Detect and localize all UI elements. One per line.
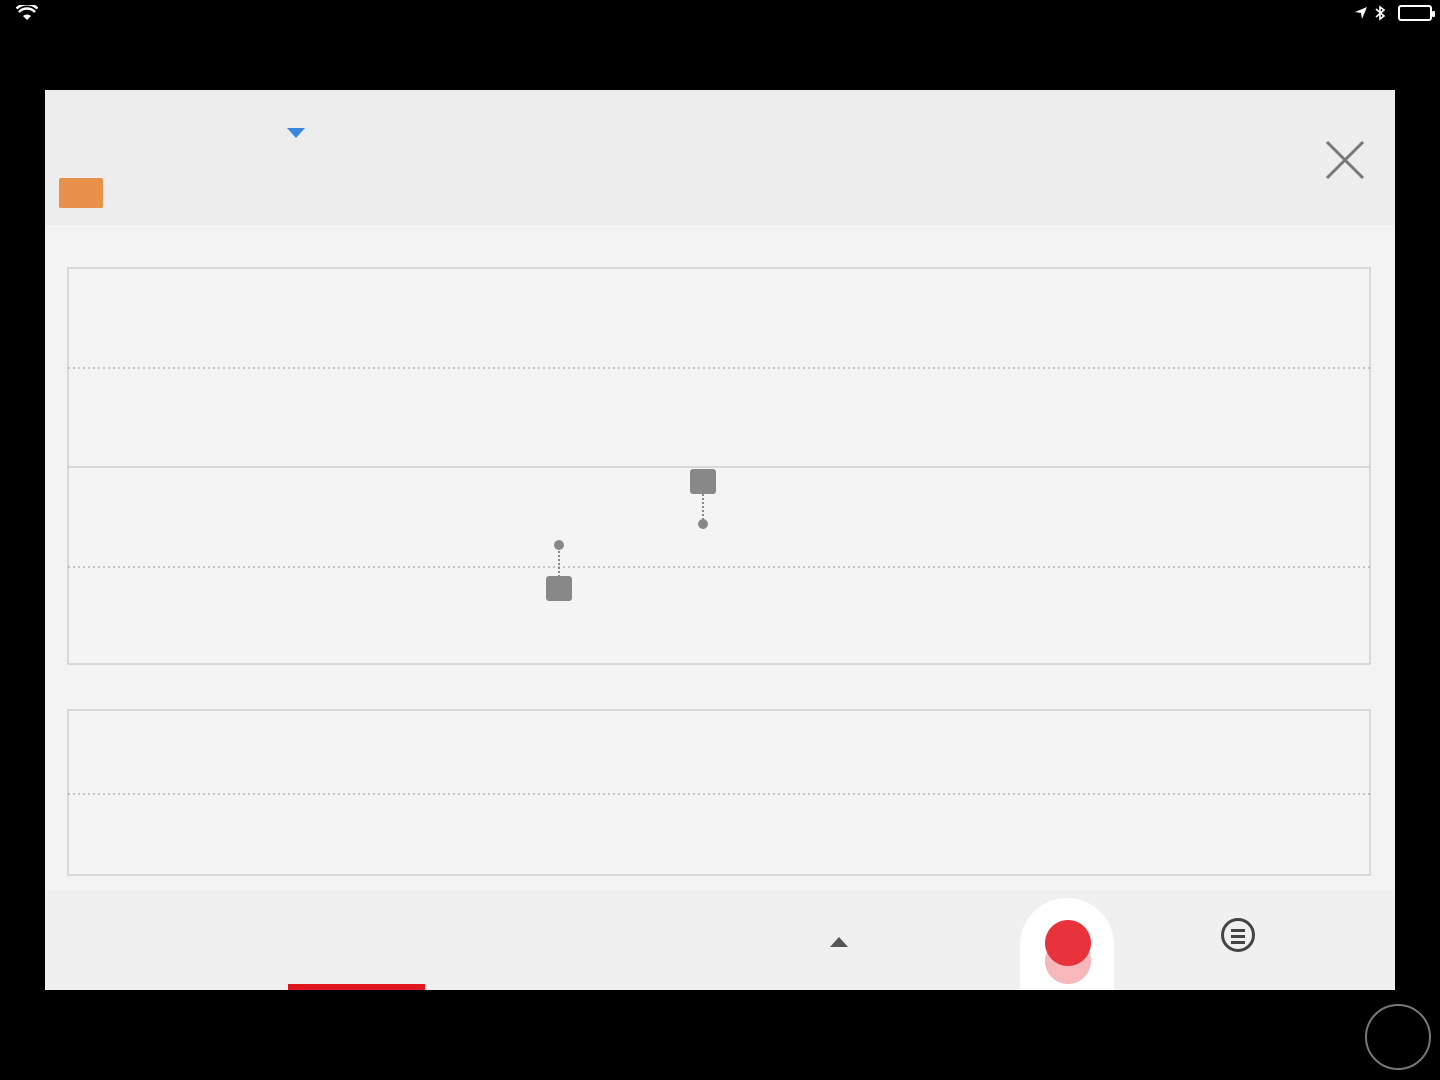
indicator-icon bbox=[1221, 918, 1255, 952]
buy-signal bbox=[546, 540, 572, 601]
bluetooth-icon bbox=[1375, 5, 1386, 21]
chart-area[interactable] bbox=[45, 90, 1395, 890]
caret-up-icon bbox=[830, 937, 848, 947]
period-tab-bar bbox=[45, 890, 1395, 990]
sell-signal bbox=[690, 469, 716, 529]
kline-frame bbox=[67, 267, 1371, 665]
status-bar bbox=[0, 0, 1440, 30]
close-icon[interactable] bbox=[1323, 138, 1367, 182]
tab-more[interactable] bbox=[826, 920, 848, 961]
location-icon bbox=[1355, 7, 1367, 19]
wifi-icon bbox=[16, 5, 38, 20]
record-button[interactable] bbox=[1020, 898, 1114, 990]
record-dot-icon bbox=[1045, 920, 1091, 966]
stock-dropdown-icon[interactable] bbox=[287, 128, 305, 138]
indicator-button[interactable] bbox=[1221, 918, 1267, 952]
battery-icon bbox=[1398, 5, 1435, 21]
stock-chart-panel bbox=[45, 90, 1395, 990]
margin-trading-badge bbox=[59, 178, 103, 208]
zoom-button[interactable] bbox=[1365, 1004, 1431, 1070]
active-tab-underline bbox=[288, 984, 425, 990]
kdj-frame bbox=[67, 709, 1371, 876]
quote-header bbox=[45, 90, 1395, 225]
